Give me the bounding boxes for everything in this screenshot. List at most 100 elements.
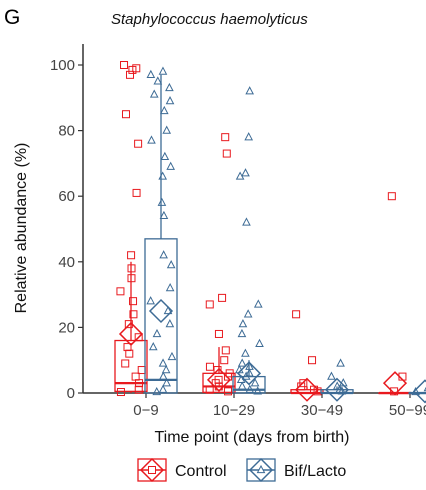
data-point [245, 384, 255, 393]
data-point [159, 210, 169, 220]
legend-label: Control [175, 463, 227, 480]
data-point [148, 342, 158, 351]
data-point [214, 329, 223, 338]
legend-item-control: Control [137, 457, 227, 483]
data-point [235, 171, 245, 180]
data-point [127, 274, 136, 283]
data-point [222, 149, 231, 158]
data-point [158, 171, 168, 180]
data-point [220, 356, 229, 365]
y-tick-label: 60 [58, 188, 75, 205]
data-point [163, 305, 173, 315]
legend: Control Bif/Lacto [137, 457, 346, 483]
legend-key-marker [256, 464, 266, 474]
data-point [134, 385, 143, 394]
mean-diamond [148, 298, 174, 324]
data-point [327, 371, 336, 380]
data-point [149, 89, 159, 98]
data-point [137, 366, 146, 375]
x-tick-label: 0−9 [133, 402, 158, 419]
data-point [116, 388, 125, 397]
data-point [245, 86, 255, 95]
data-point [292, 310, 301, 319]
data-point [162, 125, 172, 134]
data-point [162, 378, 171, 387]
x-axis-title: Time point (days from birth) [154, 429, 349, 446]
data-point [152, 386, 162, 396]
data-point [147, 135, 156, 144]
data-point [158, 371, 168, 380]
data-point [121, 110, 130, 119]
data-point [253, 386, 263, 395]
data-point [297, 382, 306, 391]
data-point [387, 192, 396, 201]
data-point [125, 349, 134, 358]
data-point [167, 351, 177, 361]
legend-key-diamond [248, 457, 274, 483]
data-point [205, 385, 214, 394]
data-point [238, 319, 248, 328]
data-point [241, 371, 251, 380]
mean-diamond [236, 361, 262, 386]
mean-diamond [206, 367, 232, 392]
data-point [336, 358, 345, 367]
data-point [165, 96, 175, 105]
data-point [205, 362, 214, 371]
data-point [237, 358, 247, 367]
mean-diamond [412, 379, 426, 404]
data-point [134, 139, 143, 148]
data-point [218, 293, 227, 302]
data-point [241, 348, 250, 357]
y-axis-title: Relative abundance (%) [13, 143, 30, 314]
x-tick-label: 30−49 [301, 402, 343, 419]
box [232, 375, 266, 394]
data-point [237, 381, 247, 390]
data-point [221, 346, 230, 355]
data-point [132, 188, 141, 197]
data-point [243, 309, 253, 318]
data-point [120, 61, 129, 69]
data-point [160, 151, 170, 160]
mean-diamond [294, 377, 320, 402]
series-bif-lacto [144, 66, 426, 404]
data-point [166, 260, 176, 269]
data-point [337, 386, 347, 395]
box [144, 238, 178, 394]
data-point [128, 65, 137, 74]
data-point [253, 299, 263, 308]
data-point [255, 338, 264, 347]
mean-diamond [382, 371, 408, 396]
data-point [158, 66, 168, 75]
y-tick-label: 40 [58, 254, 75, 271]
data-point [165, 82, 174, 92]
data-point [131, 372, 140, 381]
data-point [146, 296, 155, 305]
data-point [223, 372, 232, 381]
y-tick-label: 100 [50, 57, 75, 74]
legend-key-diamond [139, 457, 165, 483]
data-point [152, 328, 162, 338]
data-point [245, 368, 254, 377]
data-point [250, 378, 260, 387]
data-point [158, 358, 168, 367]
chart-title: Staphylococcus haemolyticus [111, 11, 308, 28]
data-point [166, 161, 176, 170]
panel-label: G [4, 6, 20, 29]
box [114, 339, 148, 393]
data-point [127, 251, 136, 260]
data-point [165, 282, 175, 292]
data-point [221, 133, 230, 142]
data-point [159, 250, 168, 259]
data-point [116, 287, 125, 296]
data-point [134, 333, 143, 342]
series-control [114, 61, 412, 402]
legend-key-marker [148, 466, 156, 474]
data-point [224, 387, 233, 396]
data-point [161, 364, 171, 374]
data-point [308, 356, 317, 365]
data-point [121, 359, 130, 368]
data-point [241, 168, 250, 177]
data-point [158, 384, 168, 393]
data-point [242, 217, 251, 226]
